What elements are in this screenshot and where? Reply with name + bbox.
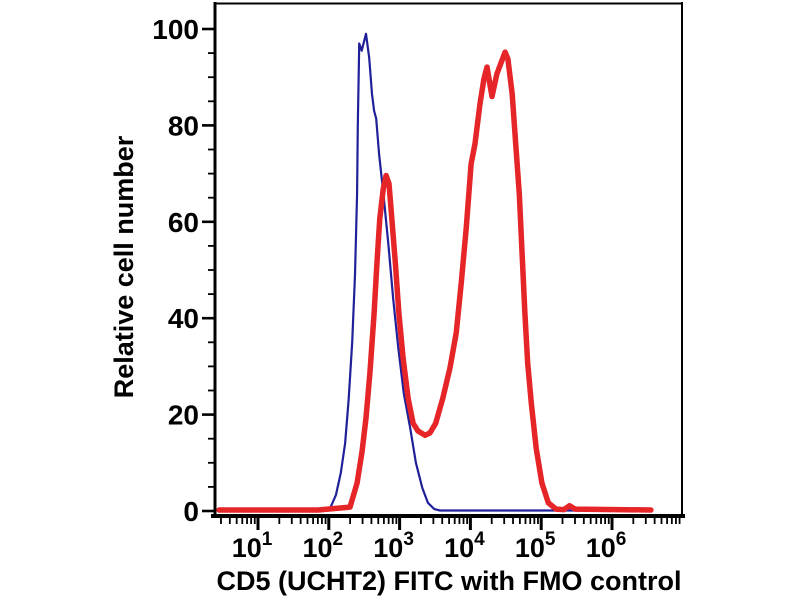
cd5-fitc-curve	[216, 49, 654, 513]
fmo-control-curve	[218, 32, 653, 512]
y-axis-title: Relative cell number	[109, 135, 139, 398]
plot-area: 0 20 40 60 80 100 101 102 103 104 105 106	[152, 2, 685, 563]
y-tick-label: 100	[152, 14, 199, 45]
x-tick-label: 104	[444, 529, 485, 563]
y-tick-label: 80	[168, 110, 199, 141]
x-tick-label: 106	[586, 529, 627, 563]
x-tick-label: 105	[515, 529, 556, 563]
y-tick-label: 60	[168, 207, 199, 238]
x-axis-title: CD5 (UCHT2) FITC with FMO control	[217, 566, 682, 596]
x-tick-label: 102	[302, 529, 343, 563]
y-tick-label: 0	[183, 496, 199, 527]
x-tick-label: 103	[373, 529, 414, 563]
y-tick-label: 20	[168, 400, 199, 431]
y-tick-label: 40	[168, 303, 199, 334]
x-tick-label: 101	[232, 529, 273, 563]
